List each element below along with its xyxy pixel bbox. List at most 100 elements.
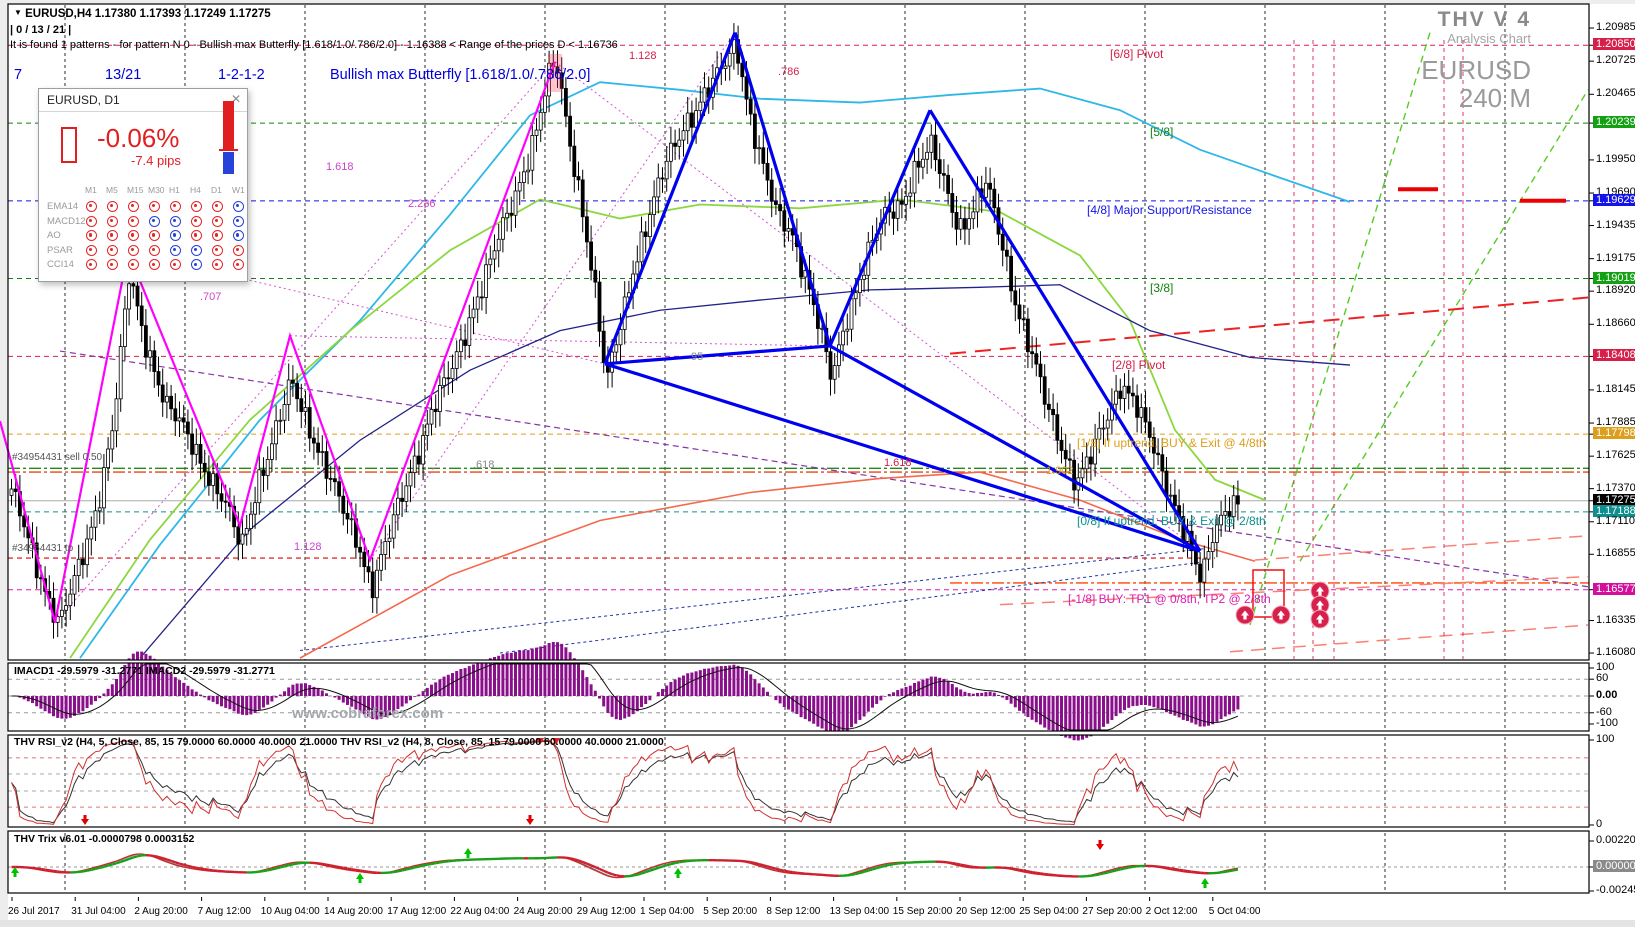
signal-dot-icon: [170, 259, 181, 271]
price-axis-label: 1.16335: [1596, 613, 1635, 626]
price-axis-label: 1.20985: [1596, 21, 1635, 34]
chart-title-row: ▼ EURUSD,H4 1.17380 1.17393 1.17249 1.17…: [14, 8, 271, 21]
chart-dropdown-icon[interactable]: ▼: [14, 8, 22, 17]
signal-dot-icon: [86, 244, 97, 256]
popup-timeframe-header: H4: [190, 185, 201, 195]
price-axis-label: 1.16855: [1596, 547, 1635, 560]
price-axis-label: 1.16080: [1596, 646, 1635, 659]
time-axis-label: 24 Aug 20:00: [513, 906, 573, 917]
rsi-sell-arrow-icon: [536, 738, 544, 745]
fib-ratio-label: 1.128: [294, 541, 322, 553]
signal-dot-icon: [212, 259, 223, 271]
time-axis-label: 1 Sep 04:00: [640, 906, 694, 917]
signal-dot-icon: [233, 215, 244, 227]
panel-frames: [7, 3, 1590, 897]
thv-logo-text: THV V 4: [1437, 8, 1531, 31]
signal-dot-icon: [86, 201, 97, 212]
trix-buy-arrow-icon: [356, 873, 364, 883]
grid-layer: [64, 5, 1506, 892]
trix-buy-arrow-icon: [1201, 878, 1209, 888]
price-axis-label: 1.19629: [1593, 193, 1635, 206]
popup-timeframe-header: M5: [106, 185, 118, 195]
time-axis-label: 27 Sep 20:00: [1082, 906, 1142, 917]
rsi-panel-layer: [8, 739, 1589, 826]
signal-dot-icon: [107, 215, 118, 227]
price-axis-label: 1.20465: [1596, 87, 1635, 100]
vertical-marker-lines: [1293, 40, 1464, 659]
price-axis-label: 1.18920: [1596, 284, 1635, 297]
price-axis-label: 1.19019: [1593, 271, 1635, 284]
indicator-axis-label: -0.0024522: [1596, 884, 1635, 896]
indicator-axis-label: 100: [1596, 661, 1615, 673]
fib-ratio-label: 2.236: [408, 198, 436, 210]
order-label: #34954431 sell 0.50: [12, 452, 103, 463]
popup-indicator-row-label: PSAR: [47, 244, 73, 256]
signal-dot-icon: [170, 215, 181, 227]
pattern-col-ratio: 13/21: [105, 67, 142, 83]
pivot-label: [3/8]: [1150, 280, 1174, 295]
price-axis-label: 1.19175: [1596, 251, 1635, 264]
indicator-axis-label: 60: [1596, 672, 1609, 685]
projection-lines-layer: [54, 32, 1589, 654]
popup-timeframe-header: D1: [211, 185, 222, 195]
time-axis-label: 2 Aug 20:00: [134, 906, 188, 917]
signal-dot-icon: [149, 244, 160, 256]
popup-indicator-row-label: MACD12: [47, 215, 86, 227]
popup-indicator-row-label: AO: [47, 230, 61, 242]
signal-dot-icon: [233, 259, 244, 271]
signal-dot-icon: [212, 215, 223, 227]
time-axis-label: 5 Sep 20:00: [703, 906, 758, 917]
time-axis-label: 7 Aug 12:00: [197, 906, 251, 917]
time-axis-label: 26 Jul 2017: [8, 906, 60, 917]
rsi-panel-label: THV RSI_v2 (H4, 5, Close, 85, 15 79.0000…: [14, 736, 664, 748]
macd-panel-label: IMACD1 -29.5979 -31.2771 IMACD2 -29.5979…: [14, 665, 275, 677]
close-icon[interactable]: ✕: [230, 92, 241, 106]
time-axis-label: 31 Jul 04:00: [71, 906, 126, 917]
time-axis-label: 5 Oct 04:00: [1208, 906, 1261, 917]
trix-sell-arrow-icon: [1096, 840, 1104, 850]
signal-dot-icon: [170, 230, 181, 242]
pivot-label: [5/8]: [1150, 125, 1174, 140]
signal-dot-icon: [149, 215, 160, 227]
fib-ratio-label: 1.618: [326, 161, 354, 173]
pivot-label: [6/8] Pivot: [1110, 47, 1164, 62]
popup-indicator-row-label: EMA14: [47, 201, 79, 212]
popup-timeframe-header: M30: [148, 185, 165, 195]
pattern-name-label: Bullish max Butterfly [1.618/1.0/.786/2.…: [330, 67, 591, 83]
indicator-axis-label: -60: [1596, 705, 1612, 718]
range-bar-red-icon: [223, 101, 234, 149]
fib-ratio-label: 1.902: [1046, 465, 1074, 477]
pivot-label: [1/8] If uptrend, BUY & Exit @ 4/8th: [1077, 436, 1266, 451]
signal-dot-icon: [191, 215, 202, 227]
signal-dot-icon: [212, 201, 223, 212]
pattern-scan-info: It is found 1 patterns - for pattern N 0…: [10, 39, 618, 51]
range-bar-tick-icon: [219, 149, 238, 151]
signal-dot-icon: [191, 259, 202, 271]
signal-dot-icon: [128, 259, 139, 271]
price-axis-label: 1.20850: [1593, 38, 1635, 51]
multi-timeframe-indicator-popup[interactable]: EURUSD, D1 ✕ -0.06% -7.4 pips M1 M5 M15 M30…: [38, 88, 248, 282]
watermark-timeframe: 240 M: [1458, 83, 1531, 113]
time-axis-layer[interactable]: [11, 897, 1214, 901]
signal-dot-icon: [191, 244, 202, 256]
signal-dot-icon: [128, 230, 139, 242]
indicator-axis-label: 0.0000000: [1593, 860, 1635, 872]
signal-dot-icon: [107, 230, 118, 242]
fib-ratio-label: 1.618: [884, 457, 912, 469]
time-axis-label: 20 Sep 12:00: [956, 906, 1016, 917]
time-axis-label: 10 Aug 04:00: [260, 906, 320, 917]
fib-ratio-label: 95: [691, 351, 704, 363]
signal-dot-icon: [191, 230, 202, 242]
pattern-counters: | 0 / 13 / 21 |: [10, 24, 72, 36]
price-axis-label: 1.18660: [1596, 317, 1635, 330]
bearish-candle-icon: [61, 127, 77, 163]
price-axis-label: 1.19435: [1596, 218, 1635, 231]
pivot-label: [0/8] If uptrend, BUY & Exit @ 2/8th: [1077, 513, 1266, 528]
popup-titlebar[interactable]: EURUSD, D1 ✕: [39, 89, 247, 112]
popup-indicator-row-label: CCI14: [47, 259, 74, 271]
price-axis-label: 1.17188: [1593, 504, 1635, 517]
signal-dot-icon: [128, 201, 139, 212]
price-axis-label: 1.17625: [1596, 449, 1635, 462]
pattern-layer: [0, 31, 1285, 623]
